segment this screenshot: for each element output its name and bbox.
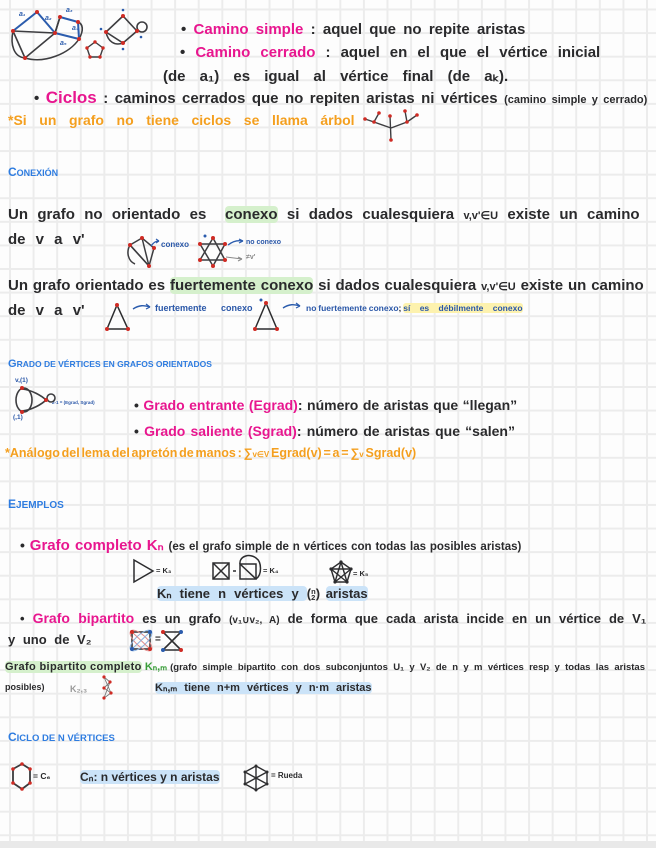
svg-text:a₁: a₁	[19, 11, 26, 18]
svg-text:a₂: a₂	[45, 15, 52, 22]
svg-text:a₄: a₄	[72, 25, 79, 32]
svg-text:a₃: a₃	[66, 7, 73, 14]
svg-text:a₅: a₅	[60, 40, 67, 47]
